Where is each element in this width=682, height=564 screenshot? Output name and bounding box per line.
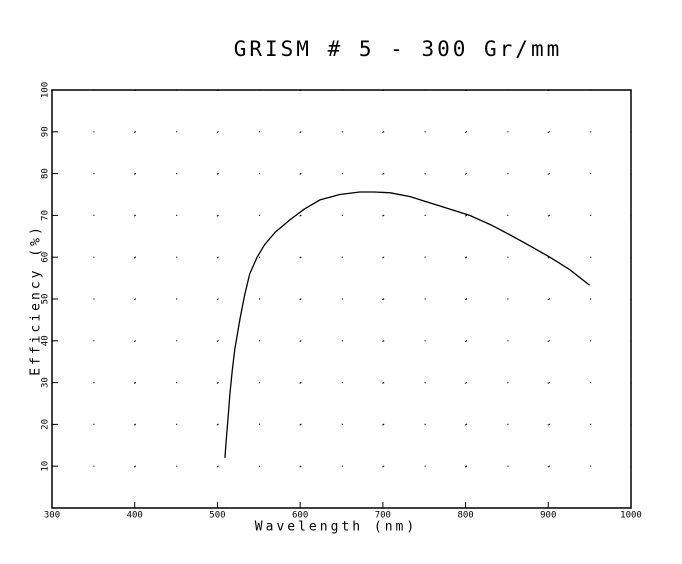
y-tick-label: 40 (41, 335, 51, 346)
x-axis-label: Wavelength (nm) (255, 520, 417, 535)
y-tick-label: 30 (41, 377, 51, 388)
x-tick-label: 800 (457, 511, 473, 521)
x-tick-label: 700 (375, 511, 391, 521)
data-line (224, 191, 591, 458)
x-tick-label: 600 (292, 511, 308, 521)
y-tick-label: 70 (41, 210, 51, 221)
x-tick-label: 500 (209, 511, 225, 521)
y-tick-label: 80 (41, 168, 51, 179)
y-tick-label: 100 (41, 82, 51, 98)
y-tick-label: 50 (41, 294, 51, 305)
y-axis-label: Efficiency (%) (29, 224, 44, 376)
x-tick-label: 1000 (620, 511, 642, 521)
x-tick-label: 300 (44, 511, 60, 521)
y-tick-label: 10 (41, 461, 51, 472)
y-tick-label: 90 (41, 126, 51, 137)
x-tick-label: 900 (540, 511, 556, 521)
plot-frame (51, 89, 632, 509)
x-tick-label: 400 (127, 511, 143, 521)
y-tick-label: 20 (41, 419, 51, 430)
chart-title: GRISM # 5 - 300 Gr/mm (234, 37, 563, 61)
y-tick-label: 60 (41, 252, 51, 263)
